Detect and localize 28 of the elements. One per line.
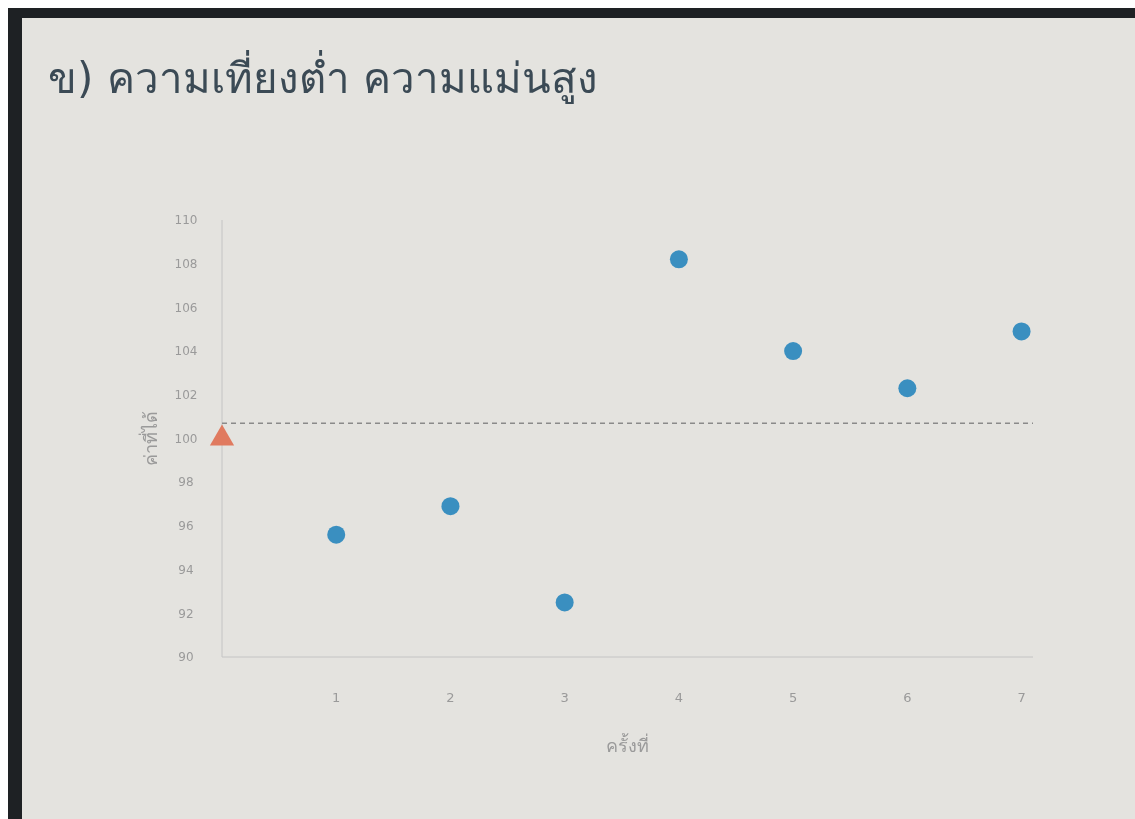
point	[555, 593, 574, 612]
y-tick-label: 96	[178, 519, 194, 534]
point	[327, 525, 346, 544]
point	[441, 497, 460, 516]
y-tick-label: 106	[174, 300, 198, 315]
y-tick-label: 92	[178, 606, 194, 621]
x-tick-label: 7	[1017, 690, 1026, 705]
x-tick-label: 6	[903, 690, 912, 705]
y-tick-label: 98	[178, 475, 194, 490]
x-tick-label: 3	[560, 690, 569, 705]
point	[669, 250, 688, 269]
x-tick-label: 2	[446, 690, 455, 705]
y-tick-label: 100	[174, 431, 198, 446]
y-tick-label: 110	[174, 213, 198, 228]
y-tick-label: 90	[178, 650, 194, 665]
y-tick-label: 104	[174, 344, 198, 359]
point	[898, 379, 917, 398]
chart-title: ข) ความเที่ยงต่ำ ความแม่นสูง	[48, 50, 599, 104]
point	[1012, 322, 1031, 341]
y-tick-label: 102	[174, 388, 198, 402]
x-tick-label: 1	[332, 690, 341, 705]
y-tick-label: 94	[178, 562, 194, 577]
y-axis-title: ค่าที่ได้	[138, 411, 161, 466]
x-axis-title: ครั้งที่	[606, 733, 649, 756]
point	[784, 342, 803, 361]
x-tick-label: 4	[674, 690, 684, 705]
y-tick-label: 108	[174, 256, 198, 271]
x-tick-label: 5	[788, 690, 798, 705]
